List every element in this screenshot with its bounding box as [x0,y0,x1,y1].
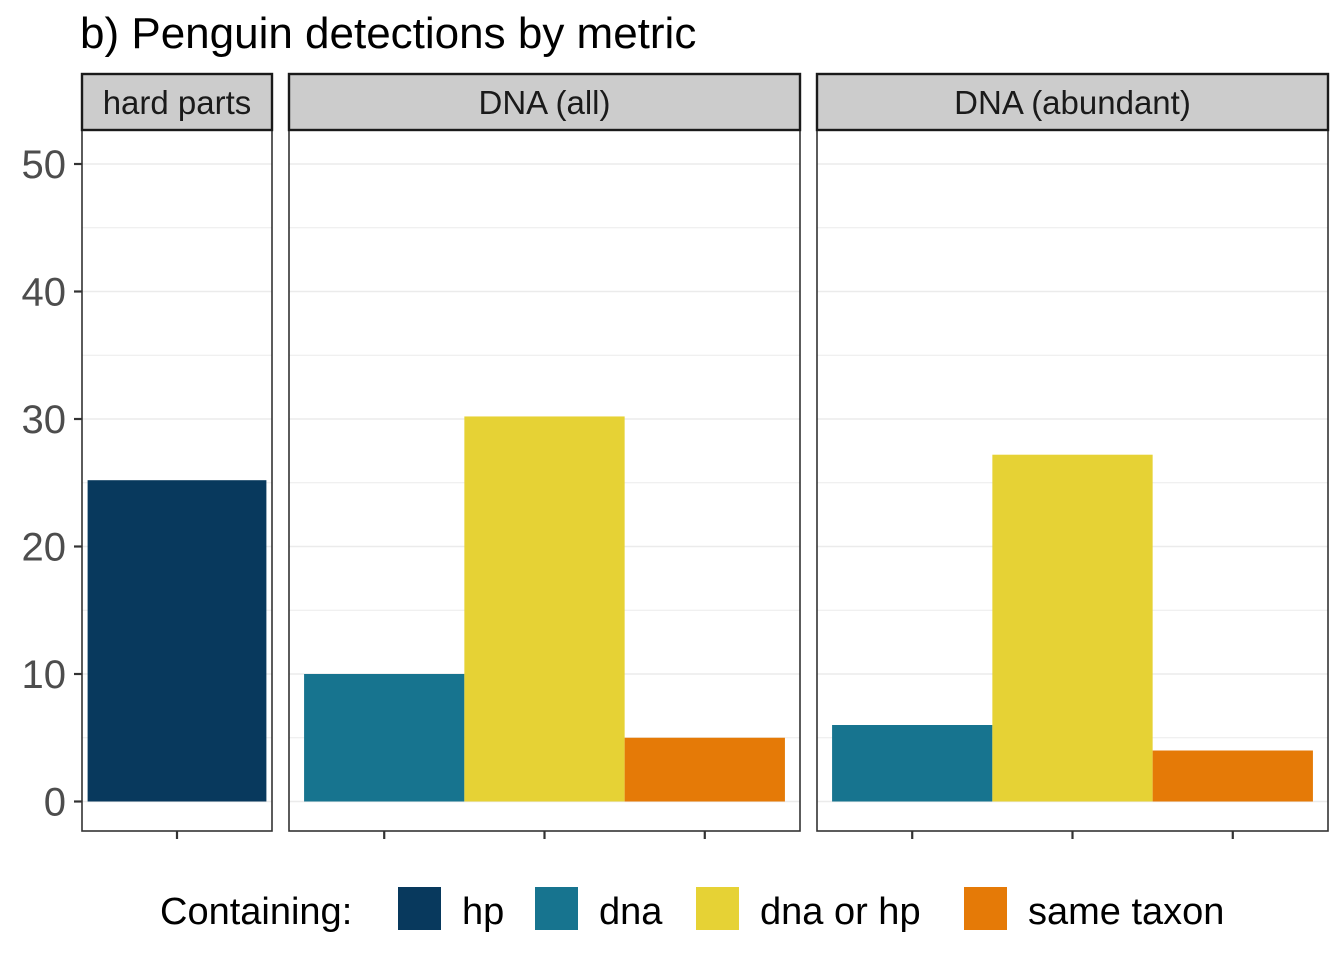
bar-dna-or-hp [464,416,625,802]
facet-strip [287,72,802,132]
y-tick-label: 30 [22,398,67,442]
facet-panel: DNA (all) [287,72,802,839]
bar-same-taxon [624,737,785,802]
y-tick-label: 40 [22,271,67,315]
bar-dna-or-hp [992,454,1153,802]
y-tick-label: 10 [22,653,67,697]
legend-label: same taxon [1028,891,1224,933]
legend-label: dna [599,891,663,933]
legend-label: dna or hp [760,891,921,933]
facet-strip-label: DNA (all) [478,84,610,121]
facet-panel: hard parts [80,72,274,839]
bar-hp [87,480,267,802]
legend-title: Containing: [160,891,352,933]
bar-dna [832,725,993,802]
legend-key-dna-or-hp [696,887,739,930]
y-tick-label: 0 [44,781,66,825]
facet-strip [80,72,274,132]
facet-strip [815,72,1330,132]
legend-key-same-taxon [964,887,1007,930]
chart-title: b) Penguin detections by metric [80,9,696,58]
y-tick-label: 50 [22,143,67,187]
bar-dna [304,674,465,802]
facet-strip-label: DNA (abundant) [954,84,1191,121]
legend: Containing: hp dna dna or hp same taxon [160,887,1224,933]
facet-strip-label: hard parts [103,84,252,121]
facet-panels: hard parts DNA (all) DNA (abundant) [80,72,1330,839]
legend-key-hp [398,887,441,930]
legend-label: hp [462,891,504,933]
facet-panel: DNA (abundant) [815,72,1330,839]
y-axis: 0 10 20 30 40 50 [22,143,82,825]
legend-key-dna [535,887,578,930]
y-tick-label: 20 [22,526,67,570]
bar-same-taxon [1152,750,1313,802]
